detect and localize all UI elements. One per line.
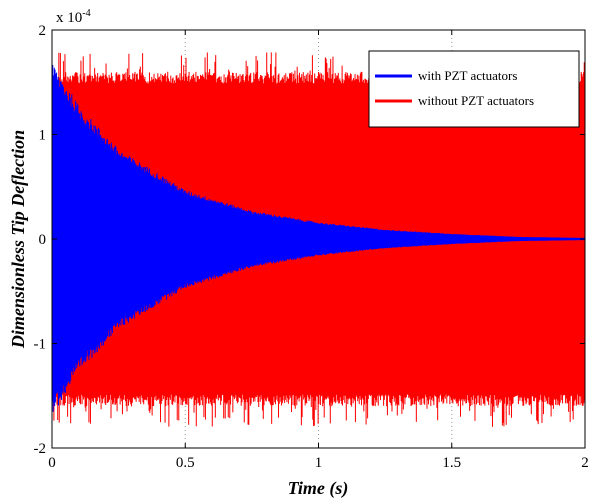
series-layer (52, 51, 585, 427)
x-axis-label: Time (s) (288, 478, 349, 499)
x-tick-label: 1.5 (442, 455, 461, 471)
x-tick-label: 0 (48, 455, 56, 471)
y-axis-label: Dimensionless Tip Deflection (8, 130, 28, 349)
legend-label-with-pzt: with PZT actuators (418, 68, 517, 83)
y-tick-label: 2 (39, 23, 47, 39)
y-scale-exponent: -4 (82, 8, 90, 19)
x-tick-label: 0.5 (176, 455, 195, 471)
series-with-pzt (52, 61, 585, 412)
y-tick-label: -1 (34, 337, 47, 353)
y-tick-label: -2 (34, 441, 47, 457)
y-tick-label: 0 (39, 232, 47, 248)
y-scale-multiplier: x 10-4 (56, 8, 91, 26)
x-tick-label: 2 (581, 455, 589, 471)
legend: with PZT actuators without PZT actuators (368, 50, 580, 128)
y-scale-base: x 10 (56, 10, 82, 26)
y-tick-label: 1 (39, 128, 47, 144)
x-tick-label: 1 (315, 455, 323, 471)
ticks: 0 0.5 1 1.5 2 2 1 0 -1 -2 (34, 23, 589, 471)
legend-label-without-pzt: without PZT actuators (418, 93, 534, 108)
legend-box (368, 50, 580, 128)
